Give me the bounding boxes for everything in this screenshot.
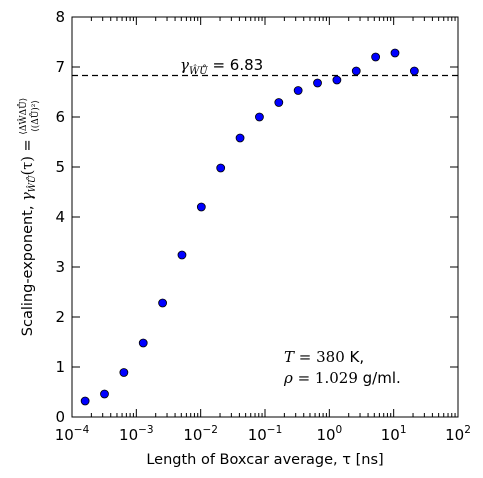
temperature-symbol: T (284, 348, 295, 366)
ref-value: = 6.83 (208, 56, 264, 74)
y-tick-label: 7 (55, 58, 65, 76)
x-tick-label: 10−1 (248, 424, 283, 444)
ylabel-gamma-sub: ŴŮ (26, 175, 38, 192)
data-point (274, 98, 284, 107)
ylabel-arg: (τ) = (20, 135, 36, 176)
x-tick-exponent: 1 (400, 424, 407, 436)
y-tick-label: 1 (55, 358, 65, 376)
x-tick-exponent: 2 (464, 424, 471, 436)
annotation-density: ρ = 1.029 g/ml. (283, 369, 401, 387)
x-tick-exponent: −4 (74, 424, 90, 436)
x-axis-label: Length of Boxcar average, τ [ns] (146, 452, 383, 468)
x-tick-label: 10−4 (55, 424, 90, 444)
data-point (409, 66, 419, 76)
x-tick-base: 10 (445, 426, 464, 444)
y-tick-label: 8 (55, 8, 65, 26)
x-tick-exponent: −2 (202, 424, 217, 436)
annotation-temperature: T = 380 K, (284, 348, 364, 366)
data-point (390, 48, 400, 58)
x-tick-label: 10−2 (183, 424, 218, 444)
y-axis-label: Scaling-exponent, γŴŮ(τ) = ⟨ΔŴΔŮ⟩ ⟨(ΔŮ)²⟩ (17, 98, 41, 336)
data-point (313, 78, 322, 88)
axis-ticks (71, 16, 459, 418)
data-point (158, 298, 167, 308)
y-tick-label: 2 (55, 308, 65, 326)
reference-line-label: γŴŮ = 6.83 (180, 56, 263, 77)
x-tick-base: 10 (248, 426, 267, 444)
data-point (177, 250, 187, 260)
temperature-unit: K, (345, 348, 364, 366)
y-tick-label: 4 (55, 208, 65, 226)
y-tick-labels: 0 1 2 3 4 5 6 7 8 (55, 8, 65, 426)
plot-frame (71, 16, 459, 418)
x-tick-base: 10 (55, 426, 74, 444)
ylabel-numerator: ⟨ΔŴΔŮ⟩ (17, 98, 29, 135)
y-tick-label: 3 (55, 258, 65, 276)
x-tick-base: 10 (381, 426, 400, 444)
data-point (80, 396, 90, 406)
data-point (371, 52, 381, 62)
y-tick-label: 0 (55, 408, 65, 426)
density-value: = 1.029 (293, 369, 358, 387)
x-tick-base: 10 (316, 426, 335, 444)
data-point (119, 368, 129, 377)
data-point (293, 86, 303, 95)
ref-gamma: γ (180, 56, 189, 74)
x-tick-exponent: −1 (267, 424, 282, 436)
data-point (138, 338, 148, 348)
ylabel-gamma: γ (20, 192, 36, 201)
data-point (255, 112, 264, 122)
x-tick-label: 10−3 (119, 424, 154, 444)
ref-gamma-sub: ŴŮ (189, 65, 208, 77)
x-tick-base: 10 (183, 426, 202, 444)
x-tick-exponent: 0 (336, 424, 343, 436)
ylabel-prefix: Scaling-exponent, (20, 201, 36, 336)
x-tick-base: 10 (119, 426, 138, 444)
data-point (235, 133, 245, 143)
temperature-value: = 380 (294, 348, 345, 366)
x-tick-label: 100 (316, 424, 342, 444)
data-point (332, 75, 342, 85)
data-point (100, 389, 109, 399)
x-tick-labels: 10−4 10−3 10−2 10−1 100 101 102 (55, 424, 471, 444)
x-tick-label: 101 (381, 424, 407, 444)
x-tick-label: 102 (445, 424, 471, 444)
data-point (216, 163, 226, 173)
data-points (80, 48, 419, 406)
x-tick-exponent: −3 (138, 424, 153, 436)
data-point (351, 66, 361, 76)
y-tick-label: 5 (55, 158, 65, 176)
ylabel-denominator: ⟨(ΔŮ)²⟩ (29, 100, 41, 132)
density-symbol: ρ (283, 369, 293, 387)
y-tick-label: 6 (55, 108, 65, 126)
data-point (196, 202, 206, 212)
density-unit: g/ml. (358, 369, 401, 387)
